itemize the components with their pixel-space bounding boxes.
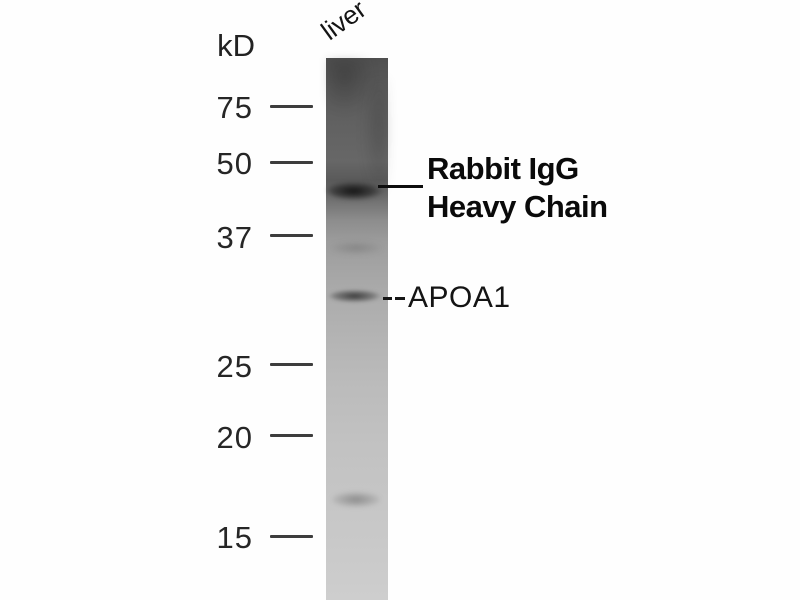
band-faint-mid: [330, 242, 382, 254]
marker-label-15: 15: [216, 520, 253, 555]
band-apoa1: [329, 289, 382, 303]
annotation-apoa1: APOA1: [408, 281, 511, 314]
annotation-line1: Rabbit IgG: [427, 151, 579, 186]
marker-label-25: 25: [216, 349, 253, 384]
marker-tick-15: [270, 535, 313, 538]
marker-label-37: 37: [216, 220, 253, 255]
marker-tick-37: [270, 234, 313, 237]
blot-lane: [326, 58, 388, 600]
pointer-line-heavy-chain: [378, 185, 423, 188]
marker-tick-20: [270, 434, 313, 437]
marker-tick-75: [270, 105, 313, 108]
lane-label-liver: liver: [315, 0, 372, 47]
unit-label-kd: kD: [217, 28, 255, 63]
band-faint-low-mw: [332, 492, 380, 507]
pointer-dash-apoa1-2: [395, 297, 405, 300]
annotation-rabbit-igg-heavy-chain: Rabbit IgG Heavy Chain: [427, 150, 608, 226]
marker-tick-25: [270, 363, 313, 366]
marker-label-75: 75: [216, 90, 253, 125]
marker-label-20: 20: [216, 420, 253, 455]
marker-tick-50: [270, 161, 313, 164]
band-rabbit-igg-heavy-chain: [327, 180, 386, 200]
marker-label-50: 50: [216, 146, 253, 181]
pointer-dash-apoa1-1: [383, 297, 392, 300]
lane-texture-top: [326, 58, 388, 148]
annotation-line2: Heavy Chain: [427, 189, 608, 224]
